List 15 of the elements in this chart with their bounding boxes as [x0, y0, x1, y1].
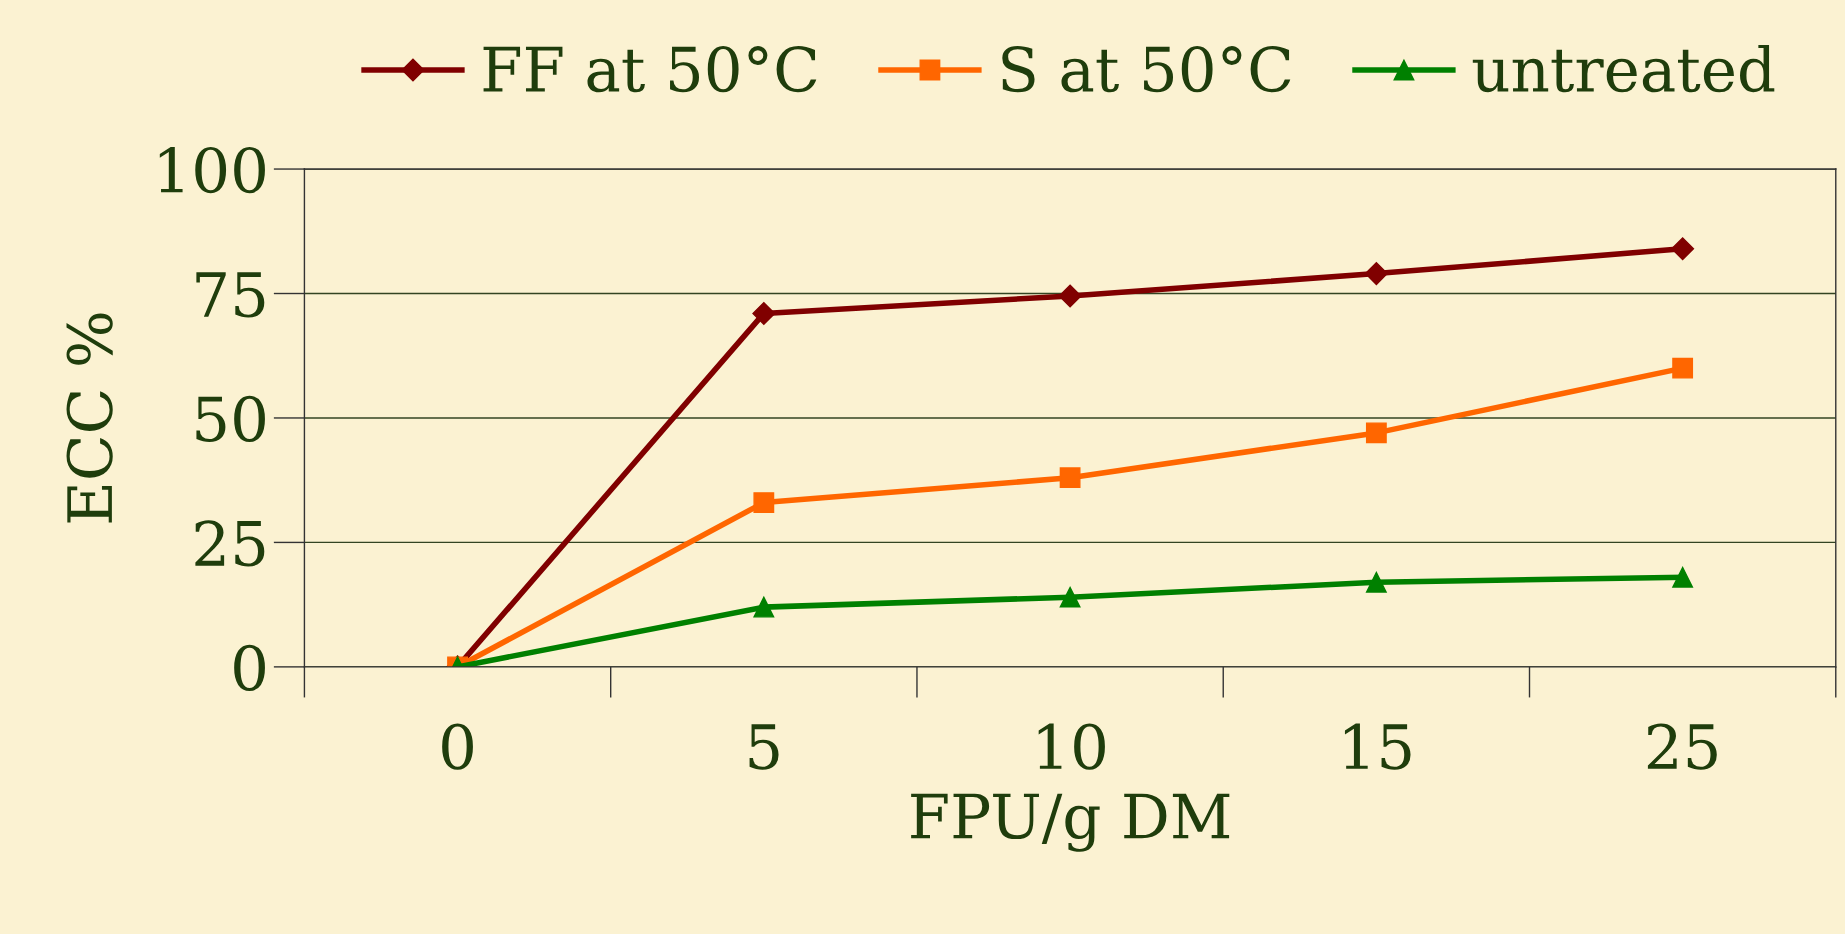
- x-tick-label: 15: [1344, 723, 1411, 770]
- x-tick-label: 25: [1647, 723, 1717, 770]
- x-tick-label: 10: [1038, 723, 1105, 770]
- y-tick-label: 50: [196, 395, 265, 443]
- y-tick-label: 100: [159, 146, 265, 194]
- legend-label: untreated: [1472, 44, 1775, 93]
- y-tick-label: 0: [234, 644, 265, 691]
- x-axis-title: FPU/g DM: [911, 793, 1230, 852]
- legend-label: S at 50°C: [1002, 46, 1291, 93]
- y-tick-label: 25: [195, 520, 265, 567]
- x-tick-label: 5: [749, 724, 779, 770]
- legend-label: FF at 50°C: [483, 46, 817, 93]
- y-axis-title: ECC %: [66, 313, 113, 523]
- y-tick-label: 75: [196, 272, 265, 318]
- x-tick-label: 0: [442, 723, 473, 770]
